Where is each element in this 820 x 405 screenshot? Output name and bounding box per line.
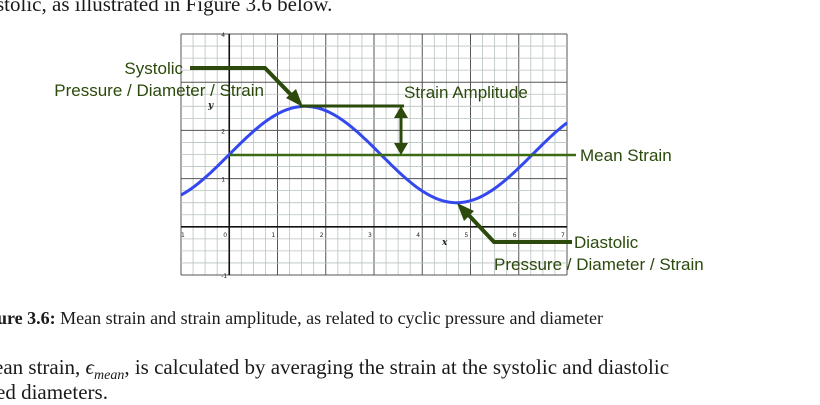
diastolic-label-sub: Pressure / Diameter / Strain	[494, 255, 704, 274]
figure-caption: gure 3.6: Mean strain and strain amplitu…	[0, 308, 603, 329]
x-tick-label: 6	[513, 232, 517, 239]
diastolic-label: Diastolic	[574, 233, 639, 252]
x-tick-label: 3	[368, 232, 372, 239]
x-tick-label: 2	[320, 232, 324, 239]
strain-curve	[180, 104, 568, 205]
epsilon-subscript: mean	[94, 368, 125, 384]
paragraph-text-suffix: , is calculated by averaging the strain …	[124, 355, 670, 379]
arrow-up-icon	[394, 106, 408, 118]
caption-text: Mean strain and strain amplitude, as rel…	[55, 308, 603, 328]
y-axis-label: y	[207, 101, 214, 111]
y-tick-label: 2	[221, 128, 225, 135]
x-tick-label: 7	[561, 232, 565, 239]
strain-amplitude-label: Strain Amplitude	[404, 83, 528, 102]
mean-strain-label: Mean Strain	[580, 146, 672, 165]
x-tick-label: 1	[181, 232, 185, 239]
systolic-label: Systolic	[124, 59, 183, 78]
x-tick-label: 4	[416, 232, 420, 239]
diastolic-leader-line	[461, 207, 572, 244]
systolic-arrow-icon	[286, 89, 303, 107]
paragraph-line-2: ed diameters.	[0, 380, 108, 404]
systolic-label-sub: Pressure / Diameter / Strain	[54, 81, 264, 100]
diastolic-arrow-icon	[457, 203, 474, 221]
strain-figure: 1 0 1 2 3 4 5 6 7 -1 1 2 4 Systolic Pressure / Diame…	[54, 32, 704, 280]
paragraph-text: ean strain,	[0, 355, 86, 379]
arrow-down-icon	[394, 143, 408, 155]
y-tick-label: -1	[221, 273, 227, 280]
y-tick-label: 1	[221, 177, 225, 184]
y-tick-label: 4	[221, 32, 225, 39]
x-tick-label: 0	[223, 232, 227, 239]
caption-label: gure 3.6:	[0, 308, 56, 328]
systolic-leader-line	[190, 66, 299, 103]
x-axis-label: x	[441, 238, 448, 248]
paragraph-line-1: ean strain, ϵmean, is calculated by aver…	[0, 355, 669, 384]
epsilon-symbol: ϵ	[85, 355, 95, 379]
x-tick-label: 1	[272, 232, 276, 239]
body-top-line: stolic, as illustrated in Figure 3.6 bel…	[0, 0, 333, 16]
x-tick-label: 5	[465, 232, 469, 239]
